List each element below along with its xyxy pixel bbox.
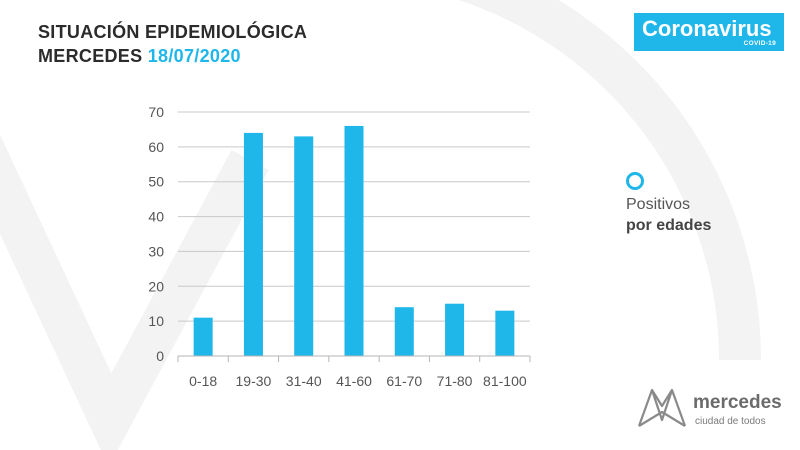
bar — [243, 132, 263, 356]
page-title: SITUACIÓN EPIDEMIOLÓGICA MERCEDES 18/07/… — [38, 20, 307, 68]
title-date: 18/07/2020 — [147, 46, 241, 66]
y-tick-label: 20 — [148, 278, 164, 294]
mercedes-logo-icon — [637, 388, 687, 427]
x-tick-label: 61-70 — [386, 373, 422, 389]
bar — [445, 303, 465, 356]
bar — [394, 307, 414, 356]
x-tick-label: 81-100 — [483, 373, 527, 389]
y-tick-label: 50 — [148, 174, 164, 190]
y-tick-label: 40 — [148, 209, 164, 225]
bar — [294, 136, 314, 356]
bar — [193, 317, 213, 356]
title-city: MERCEDES — [38, 46, 143, 66]
y-tick-label: 70 — [148, 104, 164, 120]
y-tick-label: 30 — [148, 243, 164, 259]
legend-label: Positivos por edades — [626, 194, 786, 236]
title-line-1: SITUACIÓN EPIDEMIOLÓGICA — [38, 22, 308, 42]
y-tick-label: 60 — [148, 139, 164, 155]
bar — [495, 310, 515, 356]
badge-title: Coronavirus — [642, 16, 772, 41]
title-line-2: MERCEDES 18/07/2020 — [38, 44, 307, 68]
mercedes-logo: mercedes ciudad de todos — [636, 386, 796, 430]
logo-name: mercedes — [693, 392, 782, 413]
y-tick-label: 0 — [156, 348, 164, 364]
circle-outline-icon — [626, 172, 644, 190]
x-tick-label: 19-30 — [236, 373, 272, 389]
x-tick-label: 71-80 — [437, 373, 473, 389]
badge-subtitle: COVID-19 — [743, 40, 776, 47]
x-tick-label: 0-18 — [189, 373, 217, 389]
x-tick-label: 31-40 — [286, 373, 322, 389]
coronavirus-badge: Coronavirus COVID-19 — [634, 13, 784, 51]
legend-label-line2: por edades — [626, 217, 712, 234]
x-tick-label: 41-60 — [336, 373, 372, 389]
y-tick-label: 10 — [148, 313, 164, 329]
logo-tagline: ciudad de todos — [695, 416, 766, 427]
bar — [344, 125, 364, 356]
legend-label-line1: Positivos — [626, 196, 691, 213]
